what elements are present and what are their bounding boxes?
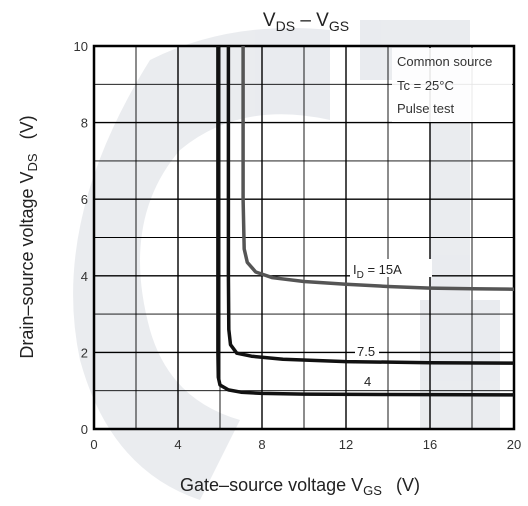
y-tick-label: 10 xyxy=(74,39,88,54)
x-tick-label: 4 xyxy=(174,437,181,452)
x-tick-labels: 0 4 8 12 16 20 xyxy=(90,437,521,452)
series-line-2 xyxy=(216,46,515,397)
series-label-4: 4 xyxy=(364,374,371,389)
annotation-box: Common source Tc = 25°C Pulse test xyxy=(392,48,512,122)
y-axis-label: Drain–source voltage VDS(V) xyxy=(17,115,40,358)
y-tick-label: 4 xyxy=(81,269,88,284)
series-lines xyxy=(216,46,515,397)
annotation-common-source: Common source xyxy=(397,54,492,69)
x-tick-label: 16 xyxy=(423,437,437,452)
series-label-7-5: 7.5 xyxy=(355,343,379,359)
y-tick-label: 6 xyxy=(81,192,88,207)
svg-text:7.5: 7.5 xyxy=(357,344,375,359)
x-axis-label: Gate–source voltage VGS (V) xyxy=(180,475,420,498)
svg-text:ID = 15A: ID = 15A xyxy=(353,262,402,281)
y-tick-label: 0 xyxy=(81,422,88,437)
y-tick-label: 8 xyxy=(81,116,88,131)
annotation-temperature: Tc = 25°C xyxy=(397,78,454,93)
y-tick-labels: 0 2 4 6 8 10 xyxy=(74,39,88,437)
x-tick-label: 0 xyxy=(90,437,97,452)
x-tick-label: 12 xyxy=(339,437,353,452)
plot-frame xyxy=(92,44,516,431)
series-line-1 xyxy=(226,46,515,365)
series-line-0 xyxy=(241,46,515,291)
x-tick-label: 8 xyxy=(258,437,265,452)
series-label-15a: ID = 15A xyxy=(350,259,432,281)
x-tick-label: 20 xyxy=(507,437,521,452)
chart-title: VDS – VGS xyxy=(263,10,349,34)
y-tick-label: 2 xyxy=(81,345,88,360)
annotation-pulse-test: Pulse test xyxy=(397,101,454,116)
svg-text:4: 4 xyxy=(364,374,371,389)
